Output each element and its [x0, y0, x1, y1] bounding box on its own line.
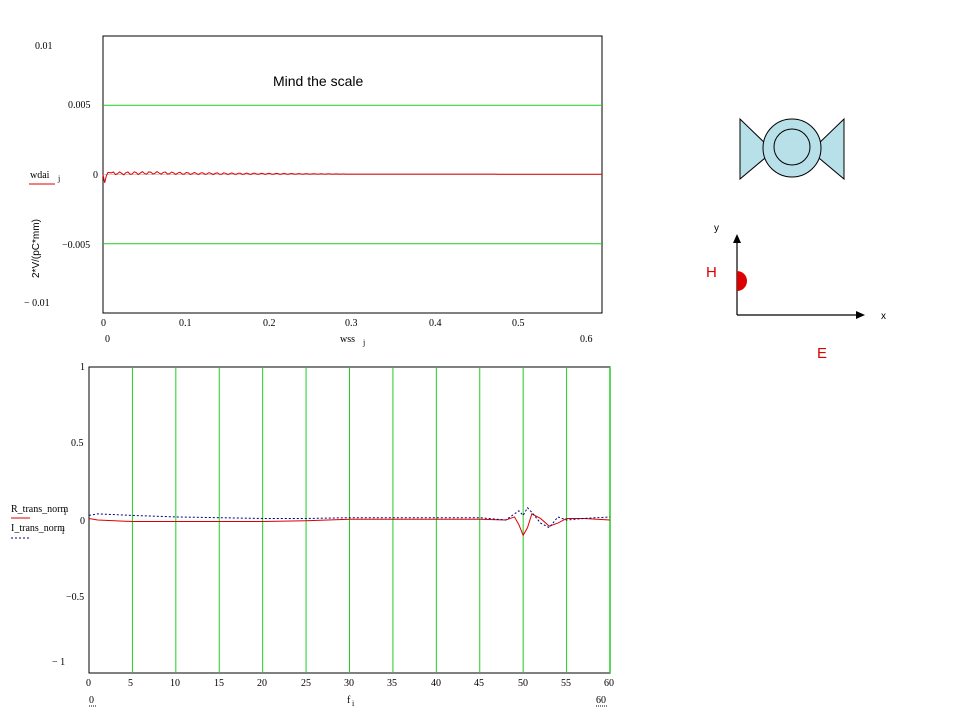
- bottom-legend-1-sub: i: [64, 508, 67, 517]
- bottom-x-tick-9: 45: [474, 678, 484, 689]
- top-x-range-max: 0.6: [580, 334, 593, 345]
- top-y-legend: wdai: [30, 170, 50, 181]
- top-y-tick-4: − 0.01: [24, 298, 50, 309]
- top-series-0: [102, 170, 602, 183]
- bottom-plot-series: [88, 506, 611, 537]
- bottom-x-tick-3: 15: [214, 678, 224, 689]
- top-x-tick-1: 0.1: [179, 318, 192, 329]
- bottom-x-tick-2: 10: [170, 678, 180, 689]
- bottom-y-tick-4: − 1: [52, 657, 65, 668]
- bottom-legend-2: I_trans_norm: [11, 523, 65, 534]
- top-x-tick-0: 0: [101, 318, 106, 329]
- bottom-x-tick-11: 55: [561, 678, 571, 689]
- top-x-legend-sub: j: [362, 338, 365, 347]
- bottom-y-tick-0: 1: [80, 362, 85, 373]
- bottom-x-tick-6: 30: [344, 678, 354, 689]
- top-x-range-min: 0: [105, 334, 110, 345]
- top-x-legend: wss: [340, 334, 355, 345]
- structure-inner-circle: [773, 128, 811, 166]
- h-field-marker: [737, 271, 747, 291]
- bottom-y-tick-3: −0.5: [66, 592, 84, 603]
- diagram-label-h: H: [706, 264, 717, 281]
- diagram-y-arrowhead: [733, 234, 741, 243]
- top-plot-series: [102, 170, 602, 183]
- bottom-x-range-min: 0: [89, 695, 94, 706]
- bottom-x-tick-0: 0: [86, 678, 91, 689]
- bottom-x-tick-7: 35: [387, 678, 397, 689]
- top-y-legend-sub: j: [57, 174, 60, 183]
- top-y-tick-1: 0.005: [68, 100, 91, 111]
- bottom-x-tick-4: 20: [257, 678, 267, 689]
- top-y-tick-2: 0: [93, 170, 98, 181]
- top-x-tick-3: 0.3: [345, 318, 358, 329]
- diagram-x-arrowhead: [856, 311, 865, 319]
- bottom-series-0: [88, 513, 611, 537]
- bottom-x-tick-1: 5: [128, 678, 133, 689]
- bottom-x-legend-sub: i: [352, 699, 355, 708]
- top-plot: 0.01 0.005 0 −0.005 − 0.01 0 0.1 0.2 0.3…: [24, 35, 603, 347]
- bottom-x-range-max: 60: [596, 695, 606, 706]
- bottom-x-tick-10: 50: [518, 678, 528, 689]
- bottom-y-tick-1: 0.5: [71, 438, 84, 449]
- field-diagram: y x H E: [706, 117, 886, 362]
- bottom-y-tick-2: 0: [80, 516, 85, 527]
- bottom-x-tick-12: 60: [604, 678, 614, 689]
- bottom-x-tick-8: 40: [431, 678, 441, 689]
- bottom-legend-2-sub: i: [62, 527, 65, 536]
- diagram-axis-x-label: x: [881, 311, 886, 322]
- top-annotation: Mind the scale: [273, 73, 363, 89]
- top-x-tick-5: 0.5: [512, 318, 525, 329]
- top-y-tick-0: 0.01: [35, 41, 53, 52]
- bottom-legend-1: R_trans_norm: [11, 504, 68, 515]
- diagram-axis-y-label: y: [714, 223, 719, 234]
- bottom-plot: 1 0.5 0 −0.5 − 1 0 5 10 15 20 25 30 35 4…: [11, 362, 614, 708]
- top-x-tick-4: 0.4: [429, 318, 442, 329]
- top-y-unit-label: 2*V/(pC*mm): [31, 219, 42, 278]
- diagram-label-e: E: [817, 345, 827, 362]
- bottom-x-legend: f: [347, 695, 351, 706]
- top-x-tick-2: 0.2: [263, 318, 276, 329]
- bottom-series-1: [88, 506, 611, 529]
- bottom-x-tick-5: 25: [301, 678, 311, 689]
- bottom-x-tick-labels: 0 5 10 15 20 25 30 35 40 45 50 55 60: [86, 678, 614, 689]
- top-y-tick-3: −0.005: [62, 240, 90, 251]
